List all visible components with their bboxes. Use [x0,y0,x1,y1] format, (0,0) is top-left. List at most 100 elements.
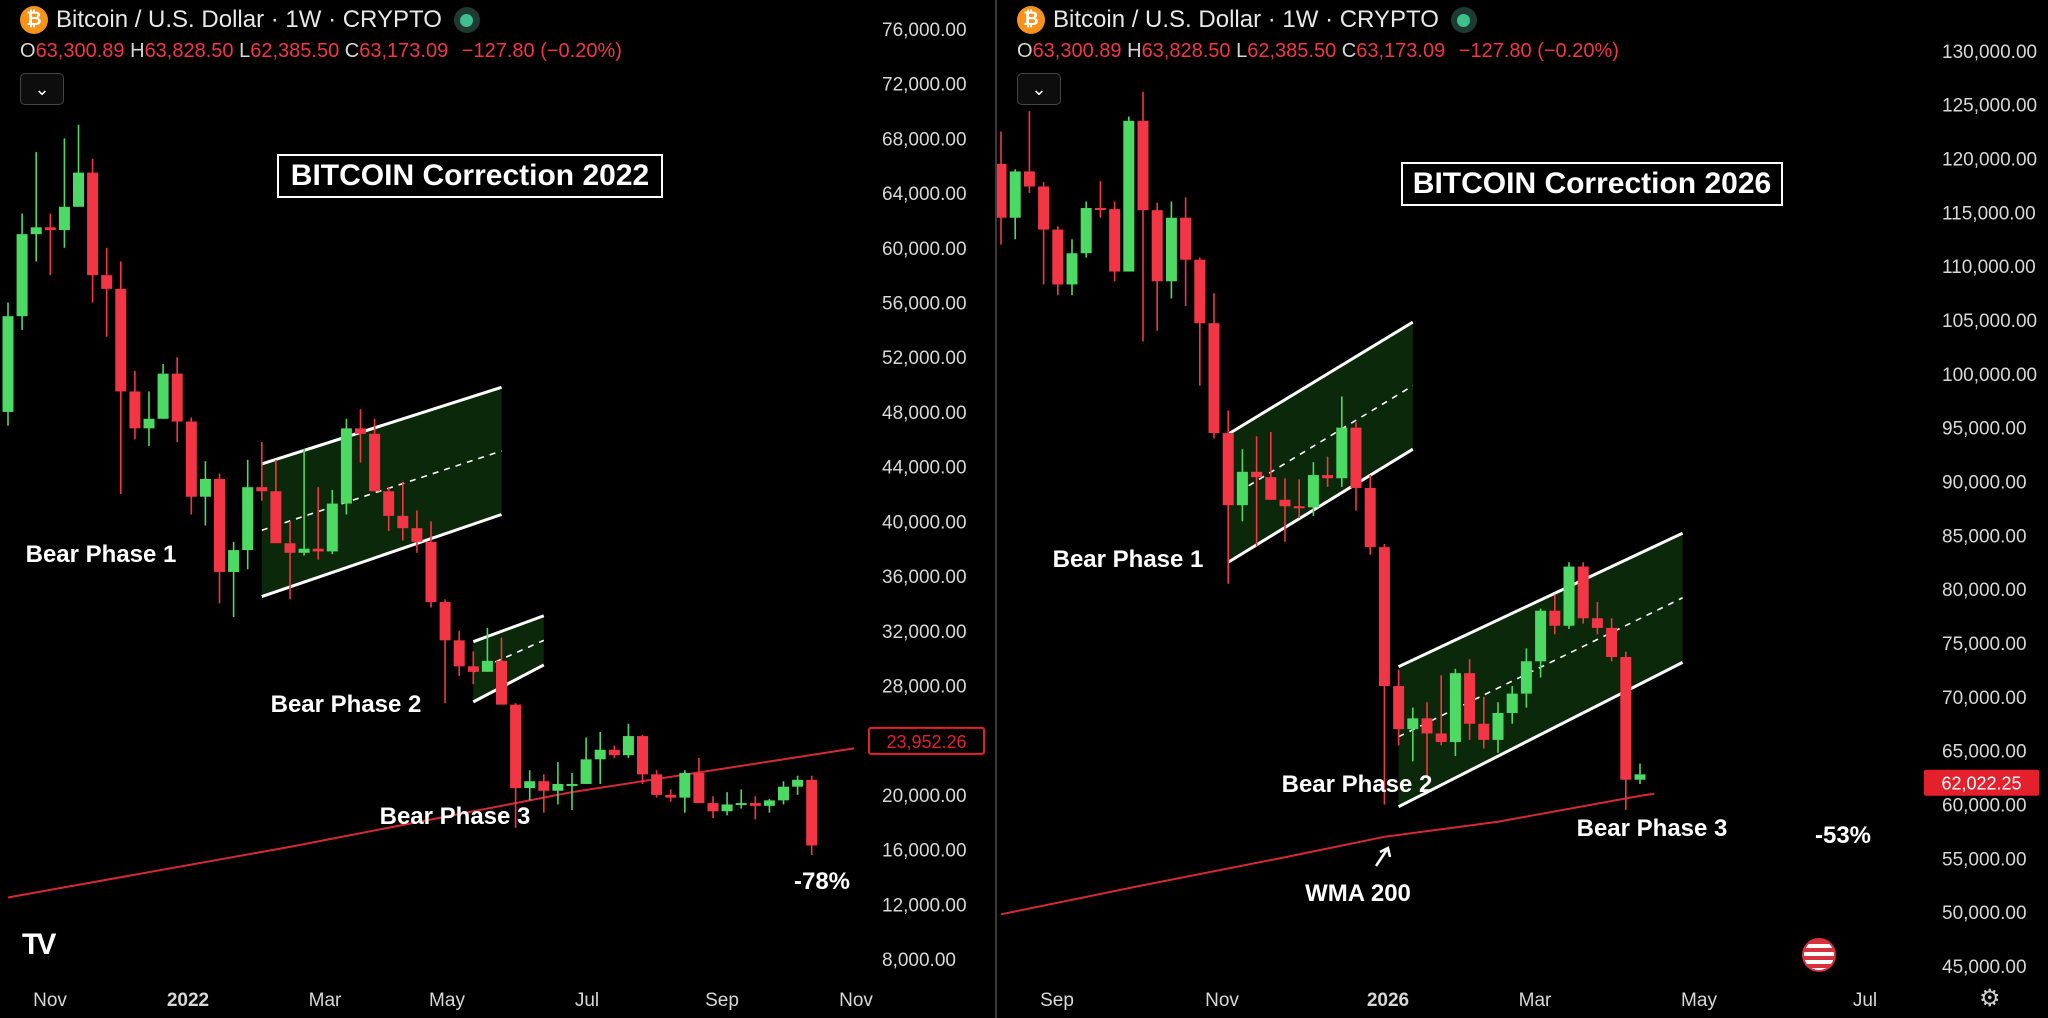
candle-body [467,666,479,672]
candle-body [129,391,141,429]
symbol-title[interactable]: Bitcoin / U.S. Dollar · 1W · CRYPTO [1053,6,1439,33]
wma-200-line [1000,792,1655,916]
y-axis-tick-label: 68,000.00 [882,129,967,150]
candle-body [1038,186,1050,230]
candle-body [1364,487,1376,548]
y-axis-tick-label: 60,000.00 [1942,796,2027,817]
candle-body [1236,471,1248,506]
candle-body [1251,471,1263,478]
chart-panel-2022[interactable]: 76,000.00 72,000.00 68,000.00 64,000.00 60,0… [0,0,995,1018]
candle-body [1265,477,1277,500]
candle-body [228,550,240,572]
open-value: 63,300.89 [1032,40,1122,62]
chart-panel-2026[interactable]: 130,000.00 125,000.00 120,000.00 115,000.00… [997,0,2048,1018]
candle-body [651,774,663,795]
candle-body [312,548,324,552]
candle-body [510,704,522,789]
candlestick-chart-2026[interactable]: 130,000.00 125,000.00 120,000.00 115,000.00… [997,0,2048,1018]
y-axis-tick-label: 80,000.00 [1942,580,2027,601]
y-axis-tick-label: 45,000.00 [1942,957,2027,978]
tradingview-logo-icon[interactable]: TV [22,928,56,961]
candle-body [1378,547,1390,687]
symbol-title[interactable]: Bitcoin / U.S. Dollar · 1W · CRYPTO [56,6,442,33]
chevron-down-icon: ⌄ [1031,78,1047,99]
close-value: 63,173.09 [359,40,449,62]
ohlc-values: O63,300.89 H63,828.50 L62,385.50 C63,173… [20,40,622,63]
high-value: 63,828.50 [144,40,234,62]
candle-body [284,543,296,553]
x-axis-tick-label: Sep [1040,990,1074,1011]
x-axis-tick-label: May [1681,990,1717,1011]
candle-body [778,786,789,801]
candle-body [693,773,705,804]
candle-body [1620,656,1632,780]
collapse-button[interactable]: ⌄ [20,73,64,105]
x-axis-tick-label: Mar [309,990,342,1011]
candle-body [397,515,409,529]
us-flag-icon[interactable] [1802,938,1836,972]
change-value: −127.80 (−0.20%) [1458,40,1619,62]
candle-body [735,803,747,806]
candle-body [87,172,99,276]
y-axis-tick-label: 20,000.00 [882,786,967,807]
y-axis-tick-label: 44,000.00 [882,458,967,479]
candle-body [538,781,550,791]
channel-upper-line [261,385,502,466]
close-value: 63,173.09 [1356,40,1446,62]
candle-body [1549,610,1561,626]
candle-body [524,781,536,789]
market-status-icon[interactable] [453,7,480,33]
channel-lower-line [261,513,502,598]
candle-body [552,783,564,791]
y-axis-tick-label: 32,000.00 [882,622,967,643]
candle-body [1478,723,1490,740]
x-axis-tick-label: 2022 [167,990,209,1011]
y-axis-tick-label: 16,000.00 [882,841,967,862]
settings-icon[interactable]: ⚙ [1979,985,2001,1012]
candle-body [1591,618,1603,628]
candle-body [2,316,14,412]
market-status-icon[interactable] [1450,7,1477,33]
candle-body [214,478,225,572]
y-axis-tick-label: 8,000.00 [882,950,956,971]
candle-body [481,660,493,672]
annotation-label: WMA 200 [1305,880,1411,907]
annotation-label: -78% [794,868,850,895]
candle-body [622,736,634,756]
candle-body [1180,217,1192,260]
high-label: H [1127,40,1142,62]
candle-body [594,749,606,760]
y-axis-tick-label: 65,000.00 [1942,742,2027,763]
candle-body [496,660,507,705]
candle-body [101,275,113,289]
candlestick-chart-2022[interactable]: 76,000.00 72,000.00 68,000.00 64,000.00 60,0… [0,0,995,1018]
y-axis-tick-label: 70,000.00 [1942,688,2027,709]
y-axis-tick-label: 115,000.00 [1942,203,2036,224]
candle-body [1293,506,1305,509]
candle-body [665,794,677,798]
annotation-label: Bear Phase 2 [1282,771,1433,798]
candle-body [1109,209,1121,272]
candle-body [256,487,268,492]
y-axis-tick-label: 75,000.00 [1942,634,2027,655]
candle-body [411,528,423,542]
candle-body [1279,499,1291,507]
chevron-down-icon: ⌄ [34,78,50,99]
candle-body [721,804,733,812]
candle-body [1449,673,1461,743]
candle-body [1052,229,1064,285]
annotation-label: Bear Phase 1 [26,541,177,568]
bear-channel-fill [473,615,544,702]
candle-body [1222,433,1234,506]
x-axis-tick-label: Nov [1205,990,1239,1011]
candle-body [1393,686,1405,730]
collapse-button[interactable]: ⌄ [1017,73,1061,105]
channel-upper-line [1397,531,1684,669]
candle-body [1151,210,1163,282]
candle-body [1407,718,1419,730]
y-axis-tick-label: 90,000.00 [1942,473,2027,494]
ohlc-values: O63,300.89 H63,828.50 L62,385.50 C63,173… [1017,40,1619,63]
candle-body [1492,712,1504,740]
y-axis-tick-label: 12,000.00 [882,895,967,916]
chart-title-box [277,154,663,198]
